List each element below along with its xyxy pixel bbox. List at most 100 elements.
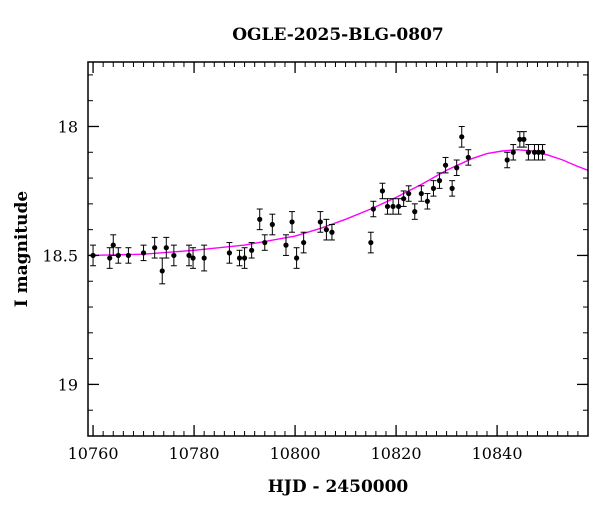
data-point-marker bbox=[190, 255, 196, 261]
data-point bbox=[241, 247, 248, 269]
data-point bbox=[424, 193, 431, 210]
data-point-marker bbox=[329, 229, 335, 235]
data-point bbox=[293, 247, 300, 269]
model-curve-layer bbox=[87, 148, 589, 257]
data-point-marker bbox=[301, 239, 307, 246]
y-tick-label: 19 bbox=[58, 375, 78, 394]
data-point bbox=[328, 223, 335, 241]
data-point-marker bbox=[535, 149, 542, 155]
x-tick-label: 10840 bbox=[472, 444, 523, 463]
x-axis-label: HJD - 2450000 bbox=[268, 477, 409, 497]
data-point bbox=[186, 244, 193, 267]
data-point bbox=[115, 247, 122, 264]
data-point bbox=[458, 125, 465, 148]
data-point-marker bbox=[269, 221, 275, 228]
data-point-marker bbox=[140, 250, 147, 256]
data-point-marker bbox=[442, 162, 449, 168]
data-point-marker bbox=[539, 149, 546, 155]
data-point bbox=[151, 236, 158, 259]
data-point bbox=[140, 244, 147, 262]
data-point bbox=[125, 247, 132, 264]
data-point bbox=[400, 190, 407, 207]
data-point bbox=[510, 144, 517, 161]
data-point-marker bbox=[236, 255, 243, 261]
data-point bbox=[442, 156, 449, 174]
data-point bbox=[418, 185, 425, 202]
data-point bbox=[289, 211, 296, 233]
data-point-marker bbox=[171, 252, 177, 259]
data-point bbox=[261, 234, 268, 251]
y-tick-label: 18 bbox=[58, 117, 78, 136]
data-point-marker bbox=[504, 157, 510, 163]
data-point bbox=[531, 144, 538, 161]
data-point-marker bbox=[390, 203, 396, 210]
data-point-marker bbox=[107, 255, 113, 261]
data-point bbox=[110, 234, 117, 256]
data-point bbox=[106, 247, 113, 269]
data-point bbox=[465, 149, 472, 166]
data-point bbox=[539, 144, 546, 161]
data-point bbox=[379, 182, 386, 200]
data-point-marker bbox=[293, 255, 300, 261]
data-point-marker bbox=[401, 196, 407, 202]
data-point-marker bbox=[241, 255, 248, 261]
chart-title: OGLE-2025-BLG-0807 bbox=[232, 25, 444, 45]
data-point bbox=[370, 200, 377, 218]
y-tick-label: 18.5 bbox=[42, 246, 78, 265]
data-point-marker bbox=[430, 185, 437, 191]
data-point-marker bbox=[226, 250, 233, 256]
data-point-marker bbox=[152, 245, 158, 251]
data-point-marker bbox=[125, 252, 132, 259]
data-point-marker bbox=[396, 203, 402, 210]
plot-frame bbox=[87, 61, 589, 437]
data-point bbox=[405, 185, 412, 202]
data-point bbox=[256, 208, 263, 231]
data-point bbox=[300, 231, 307, 254]
data-point bbox=[436, 172, 443, 189]
data-point bbox=[390, 198, 397, 215]
data-point bbox=[282, 234, 289, 256]
data-point-marker bbox=[163, 245, 169, 251]
data-point bbox=[170, 244, 177, 267]
data-point-marker bbox=[159, 268, 165, 274]
data-point bbox=[226, 242, 233, 264]
data-point-marker bbox=[289, 219, 295, 225]
data-point bbox=[430, 180, 437, 197]
data-point-marker bbox=[262, 239, 268, 246]
data-point bbox=[190, 247, 197, 269]
x-tick-label: 10820 bbox=[371, 444, 422, 463]
data-point bbox=[248, 242, 255, 259]
data-point-marker bbox=[454, 165, 460, 171]
data-point bbox=[323, 218, 330, 241]
data-point bbox=[535, 144, 542, 161]
data-point-marker bbox=[459, 134, 465, 140]
data-points-layer bbox=[90, 125, 546, 285]
data-point-marker bbox=[465, 154, 471, 161]
data-point-marker bbox=[201, 255, 207, 261]
data-point-marker bbox=[110, 242, 116, 248]
data-point-marker bbox=[510, 149, 516, 155]
data-point bbox=[520, 131, 527, 148]
data-point-marker bbox=[449, 185, 455, 191]
data-point-marker bbox=[384, 203, 391, 210]
data-point bbox=[201, 244, 208, 272]
data-point-marker bbox=[521, 136, 527, 142]
data-point-marker bbox=[257, 216, 263, 222]
data-point-marker bbox=[186, 252, 192, 259]
data-point bbox=[269, 213, 276, 236]
data-point-marker bbox=[323, 227, 329, 233]
data-point bbox=[453, 159, 460, 176]
data-point bbox=[367, 231, 374, 254]
y-axis-label: I magnitude bbox=[12, 191, 32, 308]
data-point-marker bbox=[436, 178, 443, 184]
data-point bbox=[317, 211, 324, 233]
data-point-marker bbox=[283, 242, 289, 248]
data-point bbox=[449, 180, 456, 197]
model-curve bbox=[87, 148, 589, 257]
data-point-marker bbox=[406, 190, 412, 197]
data-point bbox=[504, 151, 511, 169]
data-point-marker bbox=[531, 149, 538, 155]
data-point-marker bbox=[418, 190, 424, 197]
data-point bbox=[163, 236, 170, 259]
